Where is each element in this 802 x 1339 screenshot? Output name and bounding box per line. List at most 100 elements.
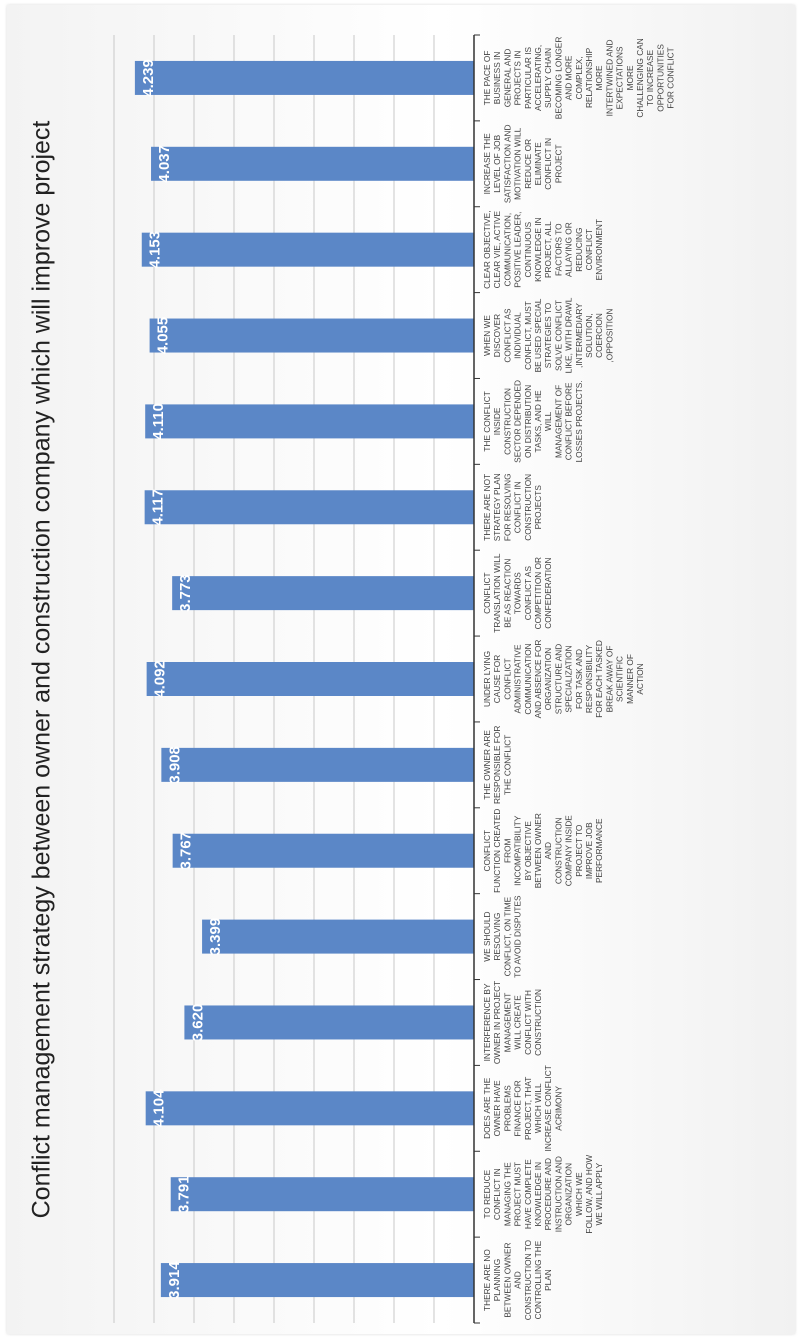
category-label: THE OWNER ARERESPONSIBLE FORTHE CONFLICT xyxy=(482,726,512,804)
category-label-line: MANAGEMENT OF xyxy=(553,385,563,458)
category-label-line: PROJECT TO xyxy=(574,824,584,877)
category-label: TO REDUCECONFLICT INMANAGING THEPROJECT … xyxy=(482,1155,604,1234)
category-label-line: ,INTERMEDIARY xyxy=(574,303,584,368)
category-label-line: CONTROLLING THE xyxy=(533,1240,543,1319)
category-label-line: TRANSLATION WILL xyxy=(492,553,502,633)
category-label-line: THE CONFLICT xyxy=(482,391,492,451)
category-label-line: PERFORMANCE xyxy=(594,818,604,883)
category-label-line: INCREASE THE xyxy=(482,133,492,195)
bar xyxy=(145,1091,474,1126)
category-label-line: POSITIVE LEADER, xyxy=(513,212,523,288)
category-label-line: PLANNING xyxy=(492,1259,502,1301)
category-label-line: ELIMINATE xyxy=(533,142,543,186)
category-label-line: THERE ARE NOT xyxy=(482,474,492,541)
category-label-line: KNOWLEDGE IN xyxy=(533,1162,543,1227)
category-label-line: PROJECTS xyxy=(533,485,543,530)
category-label-line: WHEN WE xyxy=(482,315,492,356)
category-label-line: INDIVIDUAL xyxy=(513,312,523,359)
bar xyxy=(160,1263,474,1298)
category-label-line: WILL CREATE xyxy=(513,995,523,1050)
category-label-line: INTERFERENCE BY xyxy=(482,983,492,1061)
category-label-line: OWNER IN PROJECT xyxy=(492,981,502,1064)
category-label-line: CLEAR VIE, ACTIVE xyxy=(492,210,502,288)
category-label-line: STRUCTURE AND xyxy=(553,644,563,715)
category-label-line: COMPLEX, xyxy=(574,56,584,99)
category-label-line: ORGANIZATION xyxy=(564,1163,574,1226)
data-label: 4.239 xyxy=(140,59,157,97)
category-label-line: EXPECTATIONS xyxy=(615,46,625,109)
category-label-line: COMMUNICATION, xyxy=(502,213,512,287)
data-label: 3.773 xyxy=(177,574,194,612)
category-label: WE SHOULDRESOLVINGCONFLICT, ON TIMETO AV… xyxy=(482,895,523,978)
data-label: 4.117 xyxy=(150,489,167,526)
category-label-line: CONFLICT WITH xyxy=(523,990,533,1055)
category-label-line: TO REDUCE xyxy=(482,1169,492,1218)
category-label-line: BUSINESS IN xyxy=(492,52,502,105)
category-label-line: THERE ARE NO xyxy=(482,1249,492,1311)
category-label-line: UNDER LYING xyxy=(482,651,492,707)
category-label-line: TO AVOID DISPUTES xyxy=(513,895,523,978)
bar xyxy=(134,60,474,95)
category-label-line: PROJECT MUST xyxy=(513,1162,523,1226)
category-label-line: STRATEGY PLAN xyxy=(492,473,502,541)
bar xyxy=(151,146,475,181)
category-axis xyxy=(473,34,480,1324)
category-label-line: BE USED SPECIAL xyxy=(533,298,543,372)
category-label-line: CONSTRUCTION xyxy=(502,388,512,455)
category-label-line: LOSSES PROJECTS. xyxy=(574,380,584,462)
category-label-line: FOR EACH TASKED xyxy=(594,640,604,718)
category-label-line: WE SHOULD xyxy=(482,911,492,961)
category-label-line: PROJECT, ALL xyxy=(543,221,553,278)
category-label-line: CONFLICT IN xyxy=(543,138,553,190)
category-label-line: CONFLICT, MUST xyxy=(523,301,533,370)
category-label-line: CONFLICT AS xyxy=(523,566,533,621)
category-label-line: ADMINISTRATIVE xyxy=(513,644,523,713)
chart-title: Conflict management strategy between own… xyxy=(28,121,56,1219)
category-label-line: ON DISTRIBUTION xyxy=(523,385,533,458)
chart-frame: 3.914 3.791 4.104 3.620 3.399 3.767 3.908 4.092… xyxy=(7,5,795,1334)
category-label-line: ,OPPOSITION xyxy=(604,309,614,363)
data-label: 4.037 xyxy=(156,145,173,183)
category-label-line: TASKS, AND HE xyxy=(533,390,543,453)
category-label-line: ENVIRONMENT xyxy=(594,219,604,280)
category-label-line: THE CONFLICT xyxy=(502,735,512,795)
category-label-line: PROJECT xyxy=(553,144,563,183)
category-label: THERE ARE NOPLANNINGBETWEEN OWNERANDCONS… xyxy=(482,1239,553,1320)
category-label-line: AND MORE xyxy=(564,55,574,100)
category-label-line: FINANCE FOR xyxy=(513,1080,523,1136)
category-label-line: INTERTWINED AND xyxy=(604,40,614,117)
category-label-line: BETWEEN OWNER xyxy=(533,813,543,888)
category-label-line: RESPONSIBLE FOR xyxy=(492,726,502,804)
category-label: INCREASE THELEVEL OF JOBSATISFACTION AND… xyxy=(482,124,563,203)
bar xyxy=(172,576,474,611)
category-label: THE PACE OFBUSINESS INGENERAL ANDPROJECT… xyxy=(482,37,676,120)
category-label-line: BE AS REACTION xyxy=(502,559,512,628)
bar-chart: 3.914 3.791 4.104 3.620 3.399 3.767 3.908 4.092… xyxy=(28,34,676,1324)
category-label-line: CONFLICT xyxy=(584,229,594,271)
category-label-line: MOTIVATION WILL xyxy=(513,127,523,199)
category-label-line: REDUCE OR xyxy=(523,139,533,189)
category-label-line: INCOMPATIBILITY xyxy=(513,815,523,886)
category-label-line: CONSTRUCTION xyxy=(533,989,543,1056)
category-label-line: FUNCTION CREATED xyxy=(492,809,502,893)
category-label-line: PROCEDURE AND xyxy=(543,1158,553,1230)
data-label: 3.767 xyxy=(178,832,195,870)
category-label-line: COMPETITION OR xyxy=(533,557,543,629)
bar xyxy=(146,662,474,696)
category-label-line: WILL xyxy=(543,411,553,431)
data-label: 4.092 xyxy=(152,660,169,698)
category-label: CONFLICTFUNCTION CREATEDFROMINCOMPATIBIL… xyxy=(482,809,604,893)
category-label-line: RELATIONSHIP xyxy=(584,47,594,108)
category-label-line: INCREASE CONFLICT xyxy=(543,1065,553,1151)
category-label-line: CONFLICT AS xyxy=(502,308,512,363)
category-label-line: PROBLEMS xyxy=(502,1085,512,1132)
category-label-line: MORE xyxy=(625,65,635,90)
category-label-line: REDUCING xyxy=(574,228,584,272)
data-label: 3.908 xyxy=(166,746,183,784)
category-label-line: WE WILL APPLY xyxy=(594,1162,604,1225)
bar xyxy=(172,833,474,868)
category-label-line: CHALLENGING CAN xyxy=(635,38,645,117)
category-label-line: COMPANY INSIDE xyxy=(564,815,574,887)
category-label-line: MANAGING THE xyxy=(502,1162,512,1226)
category-label-line: CONFLICT xyxy=(502,658,512,700)
